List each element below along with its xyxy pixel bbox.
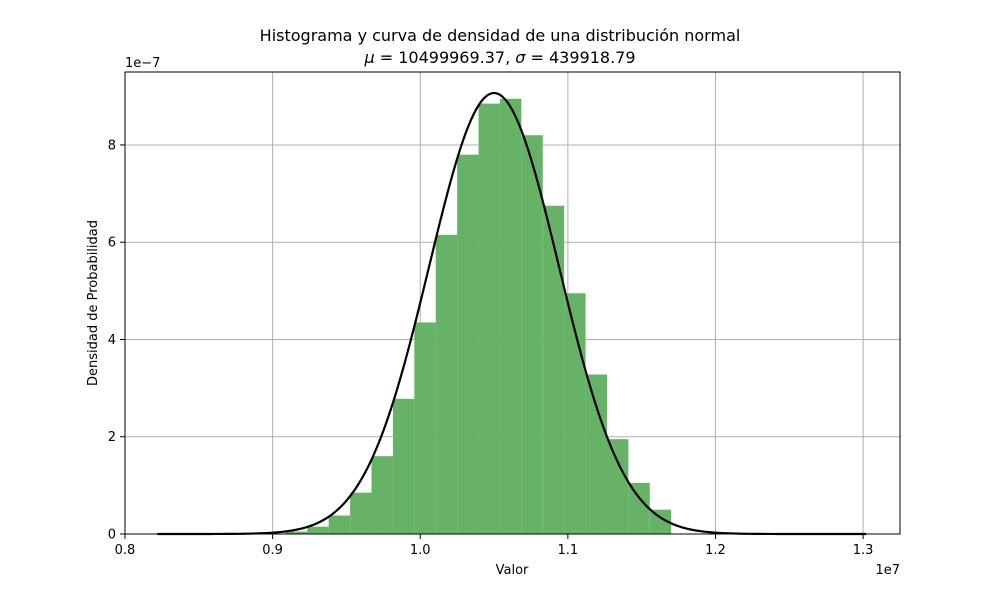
histogram-bar-4 [371, 456, 393, 534]
x-tick-label-1: 0.9 [262, 543, 283, 558]
x-tick-label-2: 1.0 [410, 543, 431, 558]
histogram-bar-16 [628, 482, 650, 534]
x-axis-ticks: 0.8 0.9 1.0 1.1 1.2 1.3 [115, 534, 874, 558]
y-tick-label-0: 0 [108, 528, 116, 543]
mu-symbol: μ [364, 48, 375, 67]
y-axis-ticks: 0 2 4 6 8 [108, 138, 125, 543]
chart-subtitle: μ = 10499969.37, σ = 439918.79 [0, 48, 1000, 67]
histogram-bar-1 [307, 526, 329, 534]
x-tick-label-4: 1.2 [705, 543, 726, 558]
histogram-bar-15 [606, 439, 629, 534]
y-tick-label-2: 4 [108, 333, 116, 348]
histogram-bar-5 [392, 398, 415, 534]
mu-value: 10499969.37 [398, 48, 506, 67]
histogram-bar-14 [585, 374, 607, 534]
y-offset-label: 1e−7 [125, 56, 160, 71]
subtitle-separator: , [505, 48, 516, 67]
histogram-bar-8 [457, 154, 479, 534]
y-axis-label: Densidad de Probabilidad [86, 220, 101, 386]
sigma-value: 439918.79 [549, 48, 636, 67]
y-tick-label-3: 6 [108, 236, 116, 251]
chart-title: Histograma y curva de densidad de una di… [259, 26, 741, 45]
histogram-bar-6 [414, 322, 436, 534]
mu-equals: = [374, 48, 399, 67]
x-tick-label-5: 1.3 [853, 543, 874, 558]
sigma-symbol: σ [515, 48, 526, 67]
x-offset-label: 1e7 [875, 563, 900, 578]
plot-frame [124, 71, 901, 535]
histogram-bar-3 [350, 492, 372, 534]
histogram-bar-9 [478, 103, 500, 534]
y-tick-label-4: 8 [108, 138, 116, 153]
y-tick-label-1: 2 [108, 430, 116, 445]
histogram-bar-11 [521, 135, 543, 534]
histogram-bar-0 [285, 531, 308, 534]
x-tick-label-3: 1.1 [558, 543, 579, 558]
histogram-bar-12 [542, 205, 565, 534]
x-axis-label: Valor [496, 563, 529, 578]
x-tick-label-0: 0.8 [115, 543, 136, 558]
histogram-bar-2 [328, 515, 351, 534]
histogram-bar-17 [649, 509, 672, 534]
histogram-bars [285, 98, 672, 535]
sigma-equals: = [525, 48, 549, 67]
histogram-bar-10 [499, 98, 522, 534]
histogram-bar-7 [435, 234, 458, 535]
